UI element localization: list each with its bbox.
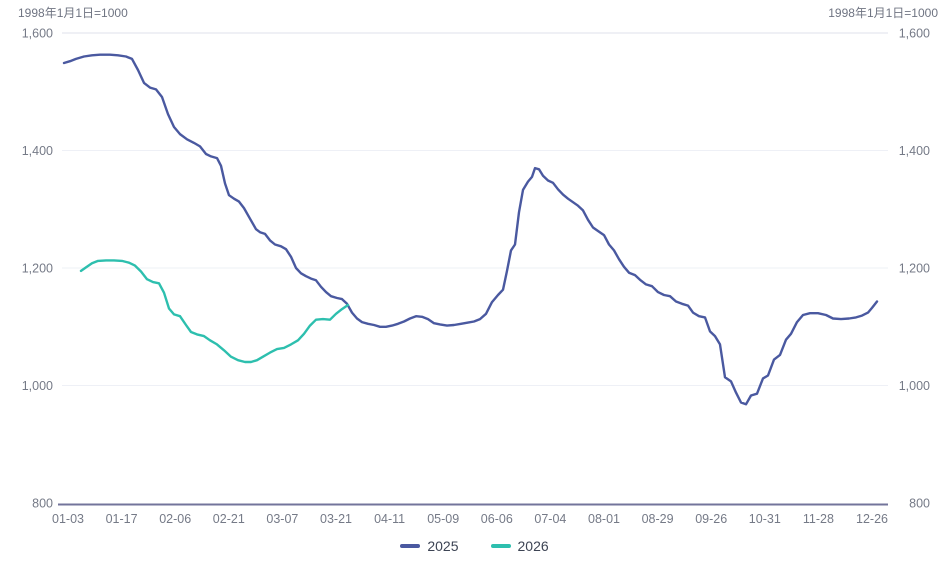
legend-marker-2026 — [490, 544, 511, 548]
x-axis-label: 06-06 — [481, 512, 513, 526]
y-axis-label-left: 1,600 — [22, 27, 53, 41]
y-axis-label-left: 800 — [32, 497, 53, 511]
x-axis-label: 02-06 — [159, 512, 191, 526]
x-axis-label: 09-26 — [695, 512, 727, 526]
y-axis-label-left: 1,200 — [22, 262, 53, 276]
x-axis-label: 02-21 — [213, 512, 245, 526]
legend-label: 2026 — [517, 538, 549, 554]
series-line-2026[interactable] — [79, 259, 350, 364]
x-axis-label: 08-01 — [588, 512, 620, 526]
legend-item-2026[interactable]: 2026 — [490, 538, 549, 554]
x-axis-label: 08-29 — [642, 512, 674, 526]
legend: 2025 2026 — [0, 538, 949, 554]
y-axis-label-left: 1,000 — [22, 379, 53, 393]
y-axis-label-left: 1,400 — [22, 144, 53, 158]
series-line-2025[interactable] — [62, 53, 879, 406]
x-axis-label: 07-04 — [534, 512, 566, 526]
x-axis-label: 05-09 — [427, 512, 459, 526]
y-axis-label-right: 1,400 — [899, 144, 930, 158]
x-axis-label: 03-21 — [320, 512, 352, 526]
y-axis-label-right: 1,200 — [899, 262, 930, 276]
x-axis-label: 12-26 — [856, 512, 888, 526]
base-note-right: 1998年1月1日=1000 — [828, 6, 938, 20]
legend-item-2025[interactable]: 2025 — [400, 538, 459, 554]
x-axis-label: 11-28 — [803, 512, 834, 526]
x-axis-label: 01-03 — [52, 512, 84, 526]
y-axis-label-right: 1,000 — [899, 379, 930, 393]
x-axis-label: 04-11 — [374, 512, 405, 526]
x-axis-label: 03-07 — [266, 512, 298, 526]
legend-marker-2025 — [400, 544, 421, 548]
y-axis-label-right: 800 — [909, 497, 930, 511]
base-note-left: 1998年1月1日=1000 — [18, 6, 128, 20]
y-axis-label-right: 1,600 — [899, 27, 930, 41]
legend-label: 2025 — [427, 538, 459, 554]
x-axis-label: 10-31 — [749, 512, 781, 526]
x-axis-label: 01-17 — [106, 512, 138, 526]
